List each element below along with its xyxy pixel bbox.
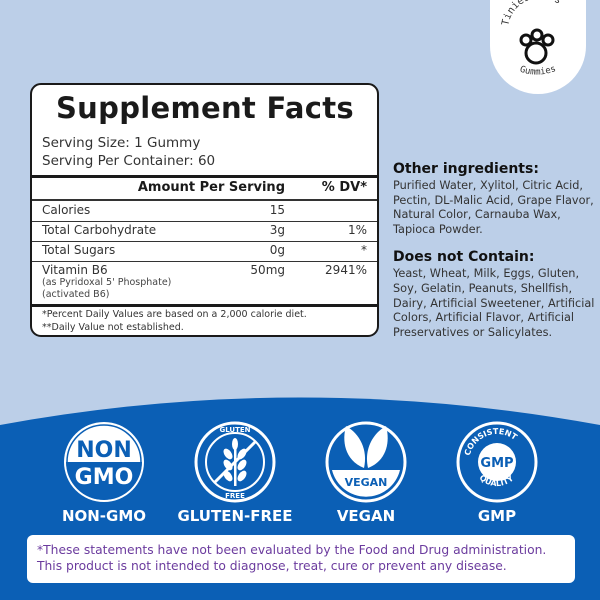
- servings-per-container: Serving Per Container: 60: [42, 153, 216, 169]
- gmp-seal-icon: CONSISTENT QUALITY GMP: [455, 420, 539, 504]
- supplement-facts-panel: Supplement Facts Serving Size: 1 Gummy S…: [30, 83, 379, 337]
- svg-text:NON: NON: [76, 438, 132, 463]
- badge-label: GMP: [477, 507, 517, 525]
- svg-text:GLUTEN: GLUTEN: [219, 426, 250, 434]
- svg-text:Gummies: Gummies: [518, 64, 557, 78]
- facts-title: Supplement Facts: [56, 91, 354, 125]
- paw-icon: [519, 28, 555, 65]
- svg-text:GMP: GMP: [480, 456, 513, 471]
- footnote: *Percent Daily Values are based on a 2,0…: [42, 309, 307, 320]
- facts-row: Vitamin B6 50mg 2941% (as Pyridoxal 5' Pho…: [42, 263, 367, 300]
- fda-disclaimer: *These statements have not been evaluate…: [27, 535, 575, 583]
- facts-row: Calories 15: [42, 203, 285, 217]
- gluten-free-icon: GLUTEN FREE: [193, 420, 277, 504]
- badge-label: GLUTEN-FREE: [177, 507, 293, 525]
- svg-text:VEGAN: VEGAN: [345, 476, 388, 489]
- serving-size: Serving Size: 1 Gummy: [42, 135, 201, 151]
- facts-row: Total Carbohydrate 3g 1%: [42, 223, 367, 237]
- facts-row: Total Sugars 0g *: [42, 243, 367, 257]
- svg-text:QUALITY: QUALITY: [478, 473, 516, 488]
- footnote: **Daily Value not established.: [42, 322, 184, 333]
- ingredients-column: Other ingredients: Purified Water, Xylito…: [393, 161, 595, 352]
- does-not-contain: Does not Contain: Yeast, Wheat, Milk, Egg…: [393, 249, 595, 339]
- other-ingredients: Other ingredients: Purified Water, Xylito…: [393, 161, 594, 236]
- badge-label: NON-GMO: [61, 507, 147, 525]
- badge-label: VEGAN: [336, 507, 396, 525]
- svg-text:FREE: FREE: [225, 492, 245, 500]
- non-gmo-icon: NON GMO: [62, 420, 146, 504]
- svg-text:GMO: GMO: [75, 465, 134, 490]
- vegan-leaf-icon: VEGAN: [324, 420, 408, 504]
